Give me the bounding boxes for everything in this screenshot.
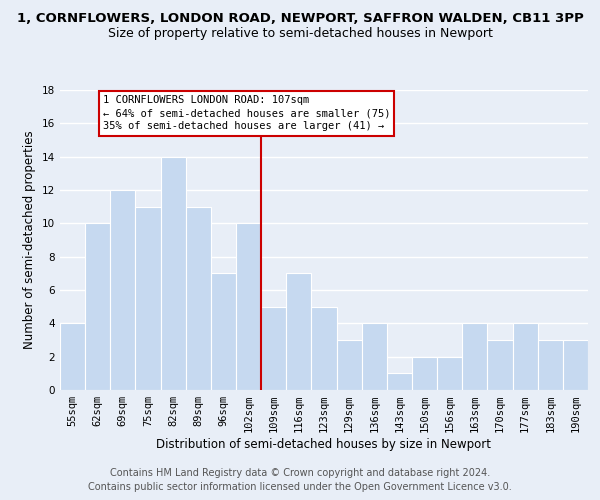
Bar bbox=[412, 356, 437, 390]
X-axis label: Distribution of semi-detached houses by size in Newport: Distribution of semi-detached houses by … bbox=[157, 438, 491, 451]
Bar bbox=[236, 224, 261, 390]
Bar bbox=[337, 340, 362, 390]
Bar bbox=[487, 340, 512, 390]
Bar bbox=[161, 156, 186, 390]
Text: Contains HM Land Registry data © Crown copyright and database right 2024.
Contai: Contains HM Land Registry data © Crown c… bbox=[88, 468, 512, 492]
Bar bbox=[211, 274, 236, 390]
Bar bbox=[538, 340, 563, 390]
Text: 1, CORNFLOWERS, LONDON ROAD, NEWPORT, SAFFRON WALDEN, CB11 3PP: 1, CORNFLOWERS, LONDON ROAD, NEWPORT, SA… bbox=[17, 12, 583, 26]
Bar bbox=[261, 306, 286, 390]
Bar bbox=[362, 324, 387, 390]
Bar bbox=[60, 324, 85, 390]
Text: 1 CORNFLOWERS LONDON ROAD: 107sqm
← 64% of semi-detached houses are smaller (75): 1 CORNFLOWERS LONDON ROAD: 107sqm ← 64% … bbox=[103, 95, 390, 132]
Y-axis label: Number of semi-detached properties: Number of semi-detached properties bbox=[23, 130, 37, 350]
Bar bbox=[311, 306, 337, 390]
Bar bbox=[387, 374, 412, 390]
Bar bbox=[286, 274, 311, 390]
Bar bbox=[136, 206, 161, 390]
Bar bbox=[437, 356, 462, 390]
Bar bbox=[110, 190, 136, 390]
Bar bbox=[563, 340, 588, 390]
Bar bbox=[85, 224, 110, 390]
Bar bbox=[186, 206, 211, 390]
Bar bbox=[462, 324, 487, 390]
Text: Size of property relative to semi-detached houses in Newport: Size of property relative to semi-detach… bbox=[107, 28, 493, 40]
Bar bbox=[512, 324, 538, 390]
